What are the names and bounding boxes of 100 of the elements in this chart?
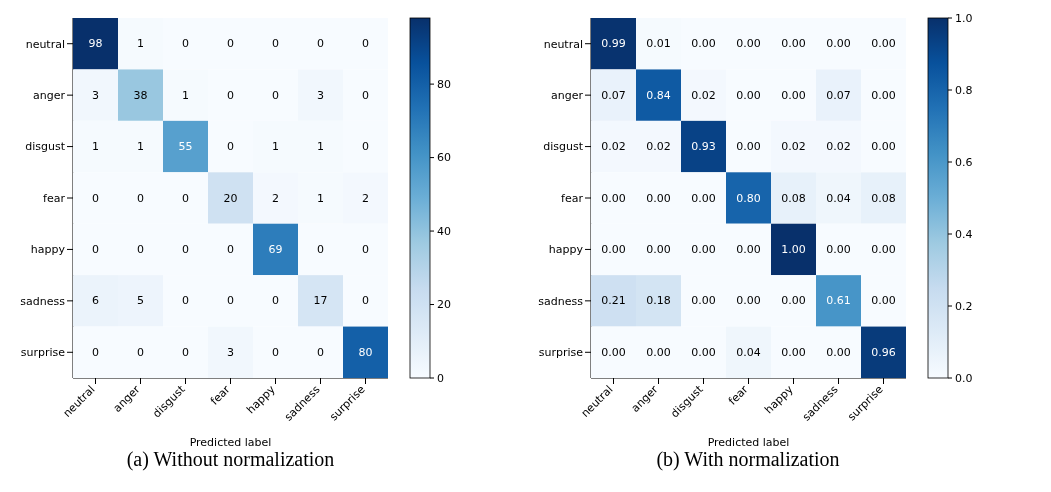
data-label: 1	[137, 140, 144, 154]
data-label: 0.00	[735, 294, 761, 308]
data-label: 0.93	[690, 140, 716, 154]
data-label: 0	[182, 242, 189, 256]
data-label: 1	[182, 88, 189, 102]
data-label: 0	[182, 191, 189, 205]
data-label: 0.01	[645, 37, 671, 51]
y-tick-label: disgust	[25, 140, 66, 154]
color-bar-label: 40	[437, 224, 451, 238]
data-label: 2	[272, 191, 279, 205]
data-label: 0.02	[600, 140, 626, 154]
data-label: 0	[272, 37, 279, 51]
y-tick-label: neutral	[25, 37, 65, 51]
data-label: 0.00	[645, 242, 671, 256]
data-label: 0.00	[600, 345, 626, 359]
data-label: 0.00	[690, 345, 716, 359]
y-tick-label: surprise	[20, 346, 66, 360]
data-label: 0	[182, 37, 189, 51]
data-label: 0	[317, 242, 324, 256]
data-label: 0	[227, 242, 234, 256]
data-label: 0	[362, 88, 369, 102]
data-label: 0	[227, 37, 234, 51]
y-tick-label: anger	[33, 89, 66, 103]
data-label: 0.00	[870, 294, 896, 308]
color-bar-label: 0.6	[954, 155, 972, 169]
data-label: 0.00	[600, 242, 626, 256]
data-label: 0	[317, 345, 324, 359]
data-label: 0	[272, 88, 279, 102]
data-label: 0	[227, 140, 234, 154]
data-label: 0.84	[645, 88, 671, 102]
data-label: 0.07	[825, 88, 851, 102]
data-label: 0.00	[735, 140, 761, 154]
data-label: 69	[268, 242, 283, 256]
data-label: 0.00	[780, 88, 806, 102]
data-label: 1	[317, 191, 324, 205]
color-bar-label: 80	[437, 77, 451, 91]
data-label: 0	[137, 242, 144, 256]
data-label: 0.61	[825, 294, 851, 308]
data-label: 1	[92, 140, 99, 154]
data-label: 0	[92, 191, 99, 205]
data-label: 0	[227, 294, 234, 308]
data-label: 0.99	[600, 37, 626, 51]
data-label: 0	[92, 242, 99, 256]
data-label: 0.80	[735, 191, 761, 205]
data-label: 1.00	[780, 242, 806, 256]
data-label: 6	[92, 294, 99, 308]
color-bar-label: 60	[437, 151, 451, 165]
y-tick-label: sadness	[20, 294, 66, 308]
data-label: 0	[272, 345, 279, 359]
data-label: 0.00	[600, 191, 626, 205]
text: (a) Without normalization	[125, 448, 336, 471]
y-tick-label: happy	[30, 243, 66, 257]
data-label: 3	[227, 345, 234, 359]
y-tick-label: fear	[43, 191, 66, 205]
color-bar-label: 20	[437, 298, 451, 312]
data-label: 3	[92, 88, 99, 102]
data-label: 0.96	[870, 345, 896, 359]
data-label: 0	[317, 37, 324, 51]
data-label: 0.00	[870, 242, 896, 256]
data-label: 0.00	[780, 37, 806, 51]
data-label: 0.00	[825, 345, 851, 359]
data-label: 0	[137, 191, 144, 205]
data-label: 0.00	[690, 37, 716, 51]
data-label: 0.00	[870, 88, 896, 102]
data-label: 0.00	[690, 294, 716, 308]
data-label: 0.00	[825, 242, 851, 256]
data-label: 0.08	[780, 191, 806, 205]
data-label: 80	[358, 345, 373, 359]
data-label: 0	[272, 294, 279, 308]
data-label: 3	[317, 88, 324, 102]
data-label: 20	[223, 191, 238, 205]
data-label: 17	[313, 294, 328, 308]
data-label: 0	[92, 345, 99, 359]
color-bar-label: 0.8	[954, 83, 972, 97]
data-label: 0.02	[690, 88, 716, 102]
data-label: 0	[137, 345, 144, 359]
data-label: 0.00	[735, 88, 761, 102]
color-bar-label: 0.2	[954, 299, 972, 313]
y-tick-label: happy	[548, 243, 583, 257]
x-axis-title: Predicted label	[189, 436, 272, 449]
data-label: 0.02	[825, 140, 851, 154]
y-tick-label: sadness	[537, 294, 583, 308]
data-label: 0.18	[645, 294, 671, 308]
data-label: 0.00	[870, 140, 896, 154]
data-label: 1	[272, 140, 279, 154]
data-label: 0.04	[825, 191, 851, 205]
data-label: 0.00	[645, 191, 671, 205]
y-tick-label: disgust	[542, 140, 584, 154]
data-label: 0	[362, 37, 369, 51]
data-label: 98	[88, 37, 103, 51]
data-label: 0.02	[780, 140, 806, 154]
data-label: 55	[178, 140, 193, 154]
y-tick-label: anger	[550, 89, 583, 103]
data-label: 0.00	[690, 242, 716, 256]
data-label: 0.00	[825, 37, 851, 51]
text: (b) With normalization	[655, 448, 841, 471]
data-label: 0	[362, 242, 369, 256]
data-label: 0	[227, 88, 234, 102]
color-bar-label: 1.0	[954, 11, 972, 25]
data-label: 0.02	[645, 140, 671, 154]
